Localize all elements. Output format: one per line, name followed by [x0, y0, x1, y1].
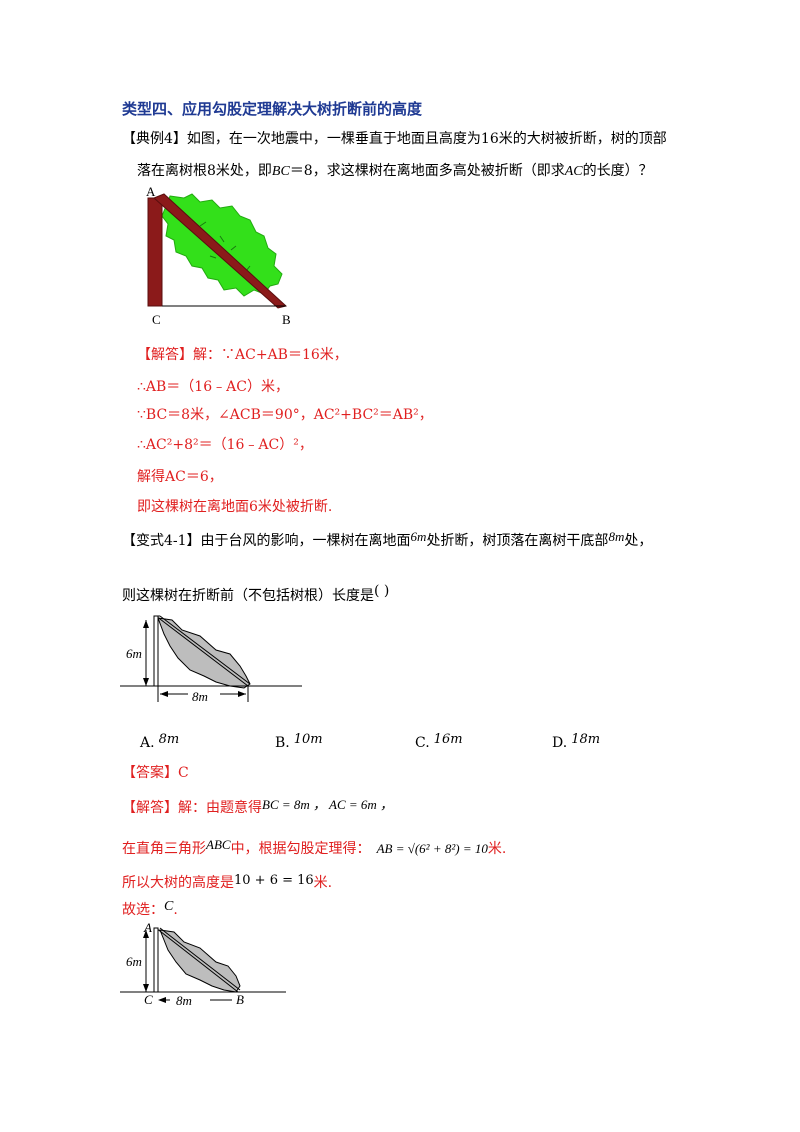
fig2-label-b: B: [236, 992, 244, 1007]
variant-tree-figure-labelled: A 6m C B 8m: [120, 920, 286, 1008]
example4-solution-tag: 【解答】: [137, 347, 193, 363]
variant41-text1b: 处折断，树顶落在离树干底部: [426, 533, 609, 549]
variant41-8m: 8m: [608, 529, 625, 544]
fig2-height-label: 6m: [126, 954, 142, 969]
option-c-letter: C.: [415, 735, 430, 751]
option-d[interactable]: D. 18m: [552, 732, 600, 751]
example4-solution-line1: 【解答】解：∵AC+AB＝16米，: [137, 346, 348, 364]
trunk-ac: [147, 197, 163, 307]
variant41-solution3-unit: 米.: [313, 875, 333, 891]
example4-solution-line3: ∵BC＝8米，∠ACB＝90°，AC²+BC²＝AB²，: [137, 407, 433, 423]
option-d-value: 18m: [571, 732, 601, 747]
variant-trunk: [153, 615, 159, 687]
example4-solution-line4: ∴AC²+8²＝（16﹣AC）²，: [137, 437, 313, 453]
section-title: 类型四、应用勾股定理解决大树折断前的高度: [122, 100, 423, 118]
variant41-solution-line1: 【解答】解：由题意得BC = 8m ， AC = 6m ，: [122, 796, 393, 817]
example4-solution-line2: ∴AB＝（16﹣AC）米，: [137, 379, 289, 395]
example4-solution-line6: 即这棵树在离地面6米处被折断.: [137, 499, 333, 515]
variant41-text2: 则这棵树在折断前（不包括树根）长度是: [122, 588, 374, 604]
variant41-sum-eq: 10 + 6 = 16: [234, 873, 314, 888]
variant41-solution3a: 所以大树的高度是: [122, 875, 234, 891]
variant41-6m: 6m: [410, 529, 427, 544]
variant41-abc: ABC: [206, 837, 231, 852]
fig2-base-label: 8m: [176, 993, 192, 1008]
variant41-line2: 则这棵树在折断前（不包括树根）长度是( ): [122, 582, 389, 605]
option-b-value: 10m: [293, 732, 323, 747]
example4-line2: 落在离树根8米处，即BC＝8，求这棵树在离地面多高处被折断（即求AC的长度）？: [137, 162, 653, 181]
option-d-letter: D.: [552, 735, 568, 751]
variant41-choice-c: C: [164, 899, 174, 914]
label-b: B: [282, 312, 291, 327]
fig2-label-a: A: [143, 920, 152, 935]
variant41-solution-line4: 故选：C.: [122, 898, 178, 919]
option-a-letter: A.: [140, 735, 155, 751]
option-b-letter: B.: [275, 735, 290, 751]
example4-tag: 【典例4】: [122, 131, 187, 147]
option-c-value: 16m: [433, 732, 463, 747]
variant41-pythagoras-eq: AB = √(6² + 8²) = 10: [376, 841, 488, 856]
example4-solution-line5: 解得AC＝6，: [137, 469, 223, 485]
variant41-text1a: 由于台风的影响，一棵树在离地面: [200, 533, 411, 549]
variant41-solution-intro: 解：由题意得: [178, 800, 262, 816]
broken-tree-figure: A C B: [146, 186, 291, 327]
variant41-solution4-end: .: [173, 902, 178, 918]
variant41-solution-line3: 所以大树的高度是10 + 6 = 16米.: [122, 872, 332, 892]
variant41-answer: 【答案】C: [122, 764, 189, 782]
variant41-text1c: 处，: [624, 533, 653, 549]
example4-text2b: ＝8，求这棵树在离地面多高处被折断（即求: [289, 163, 565, 179]
example4-solution-text1: 解：∵AC+AB＝16米，: [193, 347, 348, 363]
label-a: A: [146, 186, 156, 199]
label-c: C: [152, 312, 161, 327]
example4-text2a: 落在离树根8米处，即: [137, 163, 272, 179]
example4-bc: BC: [271, 164, 290, 179]
variant41-line1: 【变式4-1】由于台风的影响，一棵树在离地面6m处折断，树顶落在离树干底部8m处…: [122, 528, 652, 550]
fig2-label-c: C: [144, 992, 153, 1007]
variant41-solution2a: 在直角三角形: [122, 841, 206, 857]
variant41-tag: 【变式4-1】: [122, 533, 201, 549]
example4-text1: 如图，在一次地震中，一棵垂直于地面且高度为16米的大树被折断，树的顶部: [186, 131, 667, 147]
option-b[interactable]: B. 10m: [275, 732, 323, 751]
variant41-solution4a: 故选：: [122, 902, 164, 918]
variant-tree-figure: 6m 8m: [120, 615, 302, 704]
answer-value: C: [178, 765, 189, 781]
variant41-solution2b: 中，根据勾股定理得：: [230, 841, 371, 857]
example4-text2c: 的长度）？: [582, 163, 653, 179]
variant41-solution-line2: 在直角三角形ABC中，根据勾股定理得： AB = √(6² + 8²) = 10米…: [122, 836, 506, 858]
example4-line1: 【典例4】如图，在一次地震中，一棵垂直于地面且高度为16米的大树被折断，树的顶部: [122, 130, 667, 148]
variant-height-label: 6m: [126, 646, 142, 661]
variant41-solution-given: BC = 8m ， AC = 6m ，: [262, 797, 394, 812]
variant41-solution2-unit: 米.: [487, 841, 507, 857]
option-a[interactable]: A. 8m: [140, 732, 179, 751]
variant41-solution-tag: 【解答】: [122, 800, 178, 816]
option-c[interactable]: C. 16m: [415, 732, 463, 751]
variant-base-label: 8m: [192, 689, 208, 704]
example4-ac: AC: [564, 164, 583, 179]
answer-blank: ( ): [374, 583, 390, 599]
answer-tag: 【答案】: [122, 765, 178, 781]
option-a-value: 8m: [158, 732, 180, 747]
